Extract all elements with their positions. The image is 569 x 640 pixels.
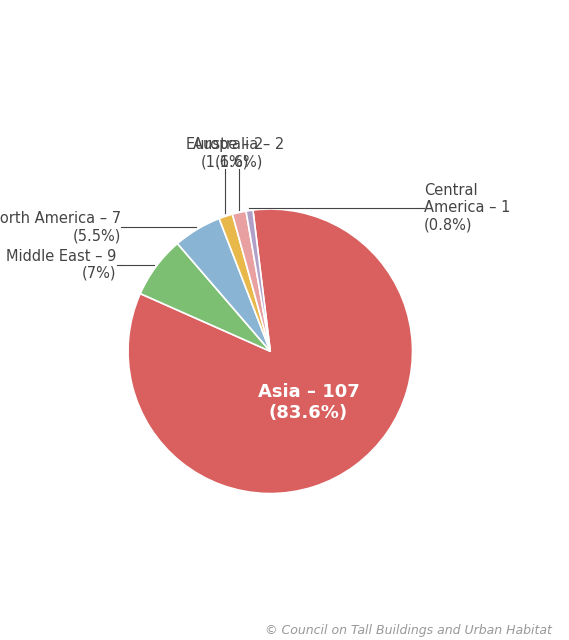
Text: Middle East – 9
(7%): Middle East – 9 (7%) xyxy=(6,248,117,281)
Wedge shape xyxy=(141,244,270,351)
Text: Central
America – 1
(0.8%): Central America – 1 (0.8%) xyxy=(424,183,510,233)
Text: © Council on Tall Buildings and Urban Habitat: © Council on Tall Buildings and Urban Ha… xyxy=(265,624,552,637)
Wedge shape xyxy=(178,218,270,351)
Wedge shape xyxy=(128,209,413,493)
Text: Australia – 2
(1.6%): Australia – 2 (1.6%) xyxy=(193,137,284,169)
Text: Europe – 2
(1.6%): Europe – 2 (1.6%) xyxy=(186,137,263,169)
Text: Asia – 107
(83.6%): Asia – 107 (83.6%) xyxy=(258,383,359,422)
Wedge shape xyxy=(219,214,270,351)
Text: North America – 7
(5.5%): North America – 7 (5.5%) xyxy=(0,211,121,243)
Wedge shape xyxy=(246,210,270,351)
Wedge shape xyxy=(232,211,270,351)
